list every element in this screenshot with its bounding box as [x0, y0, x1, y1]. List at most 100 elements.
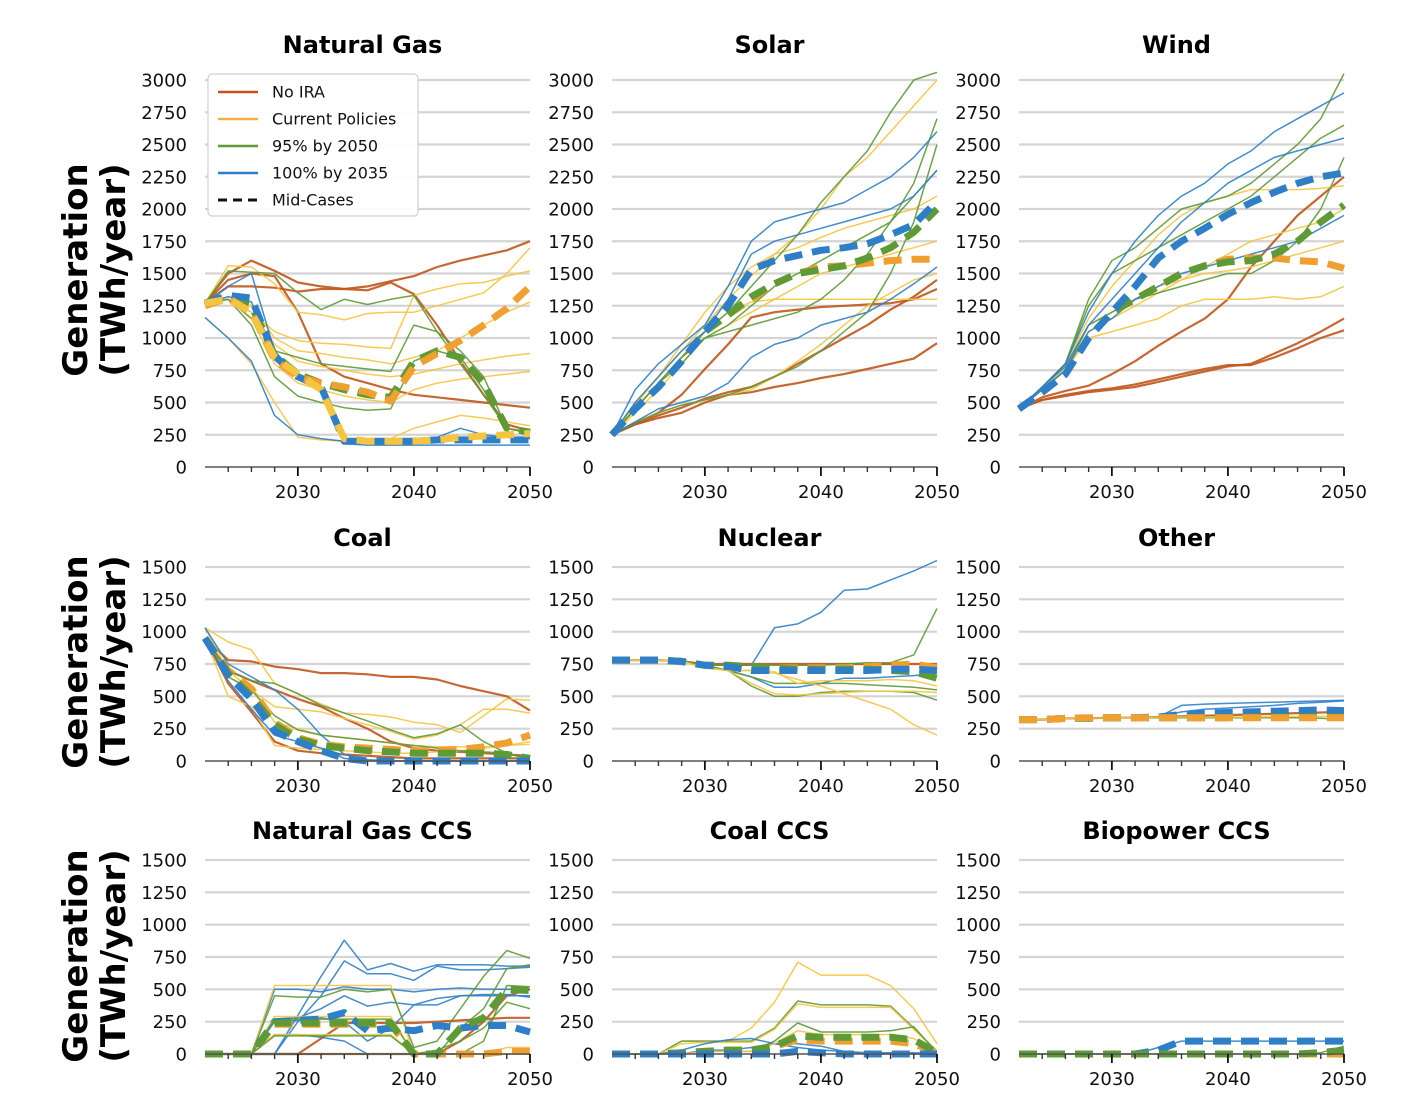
series-line-current-policies-mid-case — [204, 295, 531, 445]
panel-title: Coal — [333, 524, 392, 552]
y-tick-label: 250 — [560, 425, 594, 446]
y-tick-label: 1250 — [955, 590, 1001, 611]
series-line-100-by-2035-mid-case — [202, 636, 530, 765]
y-tick-label: 750 — [967, 361, 1001, 382]
y-tick-label: 1250 — [141, 296, 187, 317]
x-tick-label: 2050 — [507, 1069, 553, 1090]
panel-natural-gas-ccs: Natural Gas CCS 0 250 500 750 1000 1250 1500 203… — [141, 817, 553, 1090]
y-tick-label: 0 — [176, 752, 187, 773]
y-tick-label: 1500 — [955, 851, 1001, 872]
x-tick-label: 2040 — [798, 1069, 844, 1090]
panel-coal-ccs: Coal CCS 0 250 500 750 1000 1250 1500 2030 2040 20… — [548, 817, 960, 1090]
y-tick-label: 1500 — [548, 558, 594, 579]
row-ylabel-3: Generation (TWh/year) — [56, 849, 134, 1062]
series-line-current-policies — [612, 1002, 938, 1055]
y-tick-label: 1500 — [955, 264, 1001, 285]
y-tick-label: 750 — [153, 361, 187, 382]
series-line-no-ira — [204, 637, 531, 712]
series-line-95-by-2050 — [612, 608, 938, 667]
y-tick-label: 1000 — [955, 329, 1001, 350]
x-tick-label: 2030 — [275, 1069, 321, 1090]
y-tick-label: 250 — [560, 1012, 594, 1033]
x-tick-label: 2030 — [682, 482, 728, 503]
series-line-no-ira — [1018, 329, 1345, 410]
series-line-current-policies — [204, 627, 531, 734]
y-tick-label: 1250 — [548, 590, 594, 611]
series-line-100-by-2035 — [611, 131, 938, 436]
y-tick-label: 250 — [153, 425, 187, 446]
y-tick-label: 250 — [967, 719, 1001, 740]
series-line-100-by-2035 — [611, 169, 938, 436]
panels: Natural Gas 0 250 500 750 1000 1250 1500 1750 200… — [141, 31, 1367, 1090]
series-line-100-by-2035-mid-case — [1016, 169, 1345, 412]
y-tick-label: 1000 — [141, 915, 187, 936]
y-tick-label: 2250 — [955, 167, 1001, 188]
y-tick-label: 500 — [560, 980, 594, 1001]
y-tick-label: 2000 — [548, 200, 594, 221]
panel-title: Other — [1138, 524, 1215, 552]
y-tick-label: 0 — [990, 1045, 1001, 1066]
panel-title: Wind — [1142, 31, 1211, 59]
y-tick-label: 1250 — [141, 883, 187, 904]
series-line-100-by-2035 — [204, 637, 530, 762]
y-tick-label: 750 — [967, 948, 1001, 969]
y-tick-label: 1500 — [548, 851, 594, 872]
y-tick-label: 1750 — [955, 232, 1001, 253]
panel-title: Natural Gas — [283, 31, 443, 59]
y-tick-label: 750 — [560, 948, 594, 969]
x-tick-label: 2040 — [391, 482, 437, 503]
series-line-95-by-2050 — [205, 984, 531, 1055]
x-tick-label: 2040 — [391, 1069, 437, 1090]
series-line-95-by-2050 — [204, 270, 531, 433]
panel-title: Coal CCS — [710, 817, 830, 845]
y-tick-label: 0 — [583, 752, 594, 773]
ylabel-line-2: (TWh/year) — [94, 163, 134, 376]
panel-title: Solar — [734, 31, 804, 59]
y-tick-label: 750 — [560, 361, 594, 382]
legend-label: No IRA — [272, 83, 325, 102]
series-line-95-by-2050-mid-case — [205, 985, 531, 1058]
x-tick-label: 2030 — [682, 1069, 728, 1090]
series-line-95-by-2050 — [611, 169, 938, 436]
y-tick-label: 750 — [153, 948, 187, 969]
y-tick-label: 250 — [153, 1012, 187, 1033]
x-tick-label: 2040 — [1205, 482, 1251, 503]
y-tick-label: 3000 — [141, 71, 187, 92]
x-tick-label: 2050 — [507, 776, 553, 797]
y-tick-label: 500 — [967, 980, 1001, 1001]
series-line-100-by-2035-mid-case — [1019, 1037, 1344, 1058]
y-tick-label: 750 — [153, 655, 187, 676]
series-line-100-by-2035-mid-case — [203, 291, 530, 445]
y-tick-label: 500 — [967, 687, 1001, 708]
ylabel-line-2: (TWh/year) — [94, 555, 134, 768]
series-line-95-by-2050 — [611, 118, 938, 436]
series-line-95-by-2050 — [612, 1000, 938, 1055]
series-line-no-ira — [1018, 175, 1345, 410]
y-tick-label: 750 — [967, 655, 1001, 676]
y-tick-label: 2000 — [955, 200, 1001, 221]
y-tick-label: 1250 — [955, 296, 1001, 317]
y-tick-label: 1500 — [141, 264, 187, 285]
legend-label: Current Policies — [272, 110, 396, 129]
y-tick-label: 1750 — [548, 232, 594, 253]
series-line-95-by-2050-mid-case — [1016, 202, 1347, 412]
y-tick-label: 1000 — [141, 622, 187, 643]
ylabel-line-1: Generation — [56, 849, 96, 1062]
x-tick-label: 2040 — [391, 776, 437, 797]
ylabel-line-1: Generation — [56, 555, 96, 768]
series-line-95-by-2050 — [205, 949, 531, 1055]
x-tick-label: 2050 — [1321, 776, 1367, 797]
panel-natural-gas: Natural Gas 0 250 500 750 1000 1250 1500 1750 200… — [141, 31, 553, 503]
x-tick-label: 2030 — [1089, 1069, 1135, 1090]
x-tick-label: 2030 — [1089, 482, 1135, 503]
series-line-100-by-2035 — [204, 272, 530, 446]
y-tick-label: 1500 — [548, 264, 594, 285]
legend: No IRA Current Policies 95% by 2050 100% by… — [207, 73, 419, 217]
y-tick-label: 750 — [560, 655, 594, 676]
y-tick-label: 1000 — [141, 329, 187, 350]
ylabel-line-2: (TWh/year) — [94, 849, 134, 1062]
x-tick-label: 2050 — [1321, 482, 1367, 503]
y-tick-label: 1250 — [955, 883, 1001, 904]
series-line-no-ira — [611, 342, 938, 436]
